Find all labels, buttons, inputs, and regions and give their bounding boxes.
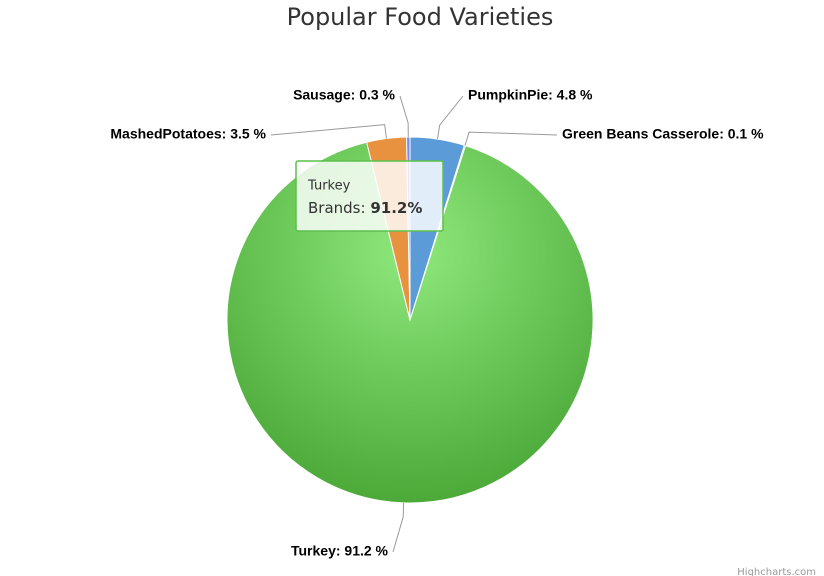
data-label: Green Beans Casserole: 0.1 % (562, 126, 764, 142)
tooltip-box (295, 160, 444, 232)
connector (464, 131, 558, 146)
tooltip-value: 91.2% (370, 199, 422, 217)
data-label: Sausage: 0.3 % (293, 87, 395, 103)
data-labels: PumpkinPie: 4.8 % Green Beans Casserole: … (110, 87, 764, 559)
connector (392, 502, 405, 553)
data-label: PumpkinPie: 4.8 % (468, 87, 593, 103)
credits: Highcharts.com (737, 567, 816, 576)
chart-title: Popular Food Varieties (287, 3, 554, 31)
tooltip-title: Turkey (307, 179, 351, 194)
tooltip: Turkey Brands: 91.2% (295, 160, 444, 232)
pie (226, 136, 594, 504)
connector (399, 95, 409, 138)
connector (437, 95, 464, 140)
data-label: MashedPotatoes: 3.5 % (110, 126, 266, 142)
connector (270, 124, 387, 139)
data-label: Turkey: 91.2 % (291, 543, 389, 559)
tooltip-label: Brands: (308, 199, 366, 217)
tooltip-text: Brands: 91.2% (308, 199, 422, 217)
